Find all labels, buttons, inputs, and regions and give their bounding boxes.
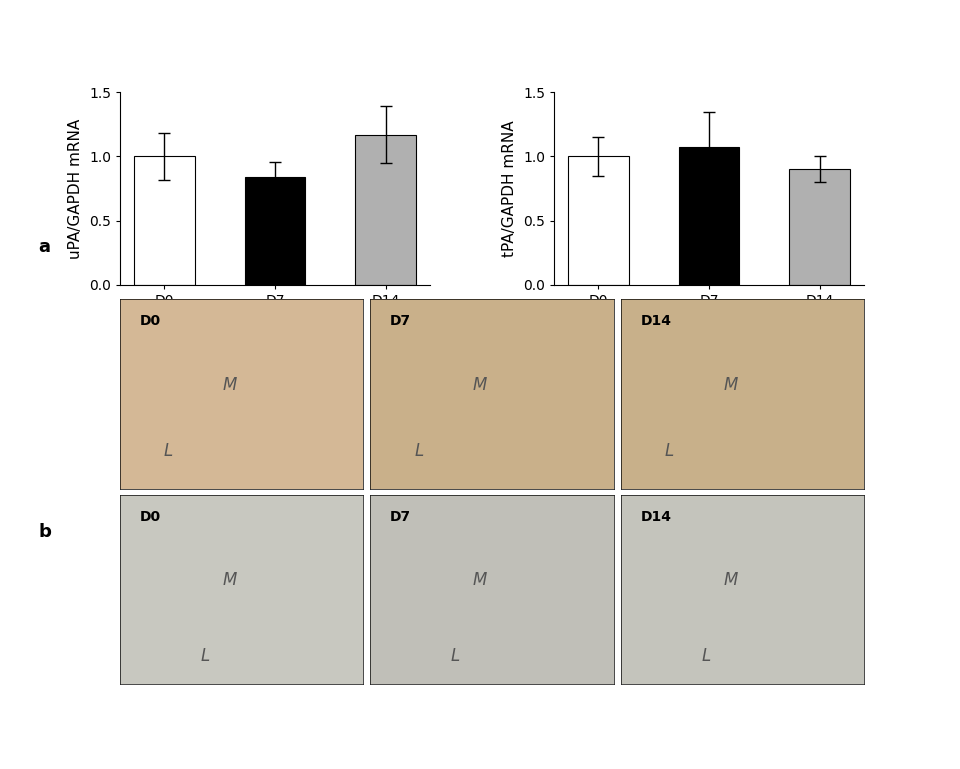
- Text: L: L: [415, 442, 423, 460]
- Text: M: M: [723, 571, 737, 589]
- Text: D0: D0: [139, 315, 160, 328]
- Text: M: M: [472, 571, 487, 589]
- Bar: [355, 135, 416, 285]
- Text: D0: D0: [139, 510, 160, 524]
- Text: M: M: [723, 376, 737, 394]
- Text: D7: D7: [390, 315, 411, 328]
- Bar: [134, 156, 195, 285]
- Bar: [679, 148, 739, 285]
- Text: b: b: [38, 523, 51, 541]
- Y-axis label: tPA/GAPDH mRNA: tPA/GAPDH mRNA: [502, 120, 517, 257]
- Y-axis label: uPA/GAPDH mRNA: uPA/GAPDH mRNA: [68, 118, 84, 258]
- Text: D7: D7: [390, 510, 411, 524]
- Text: L: L: [164, 442, 173, 460]
- Text: M: M: [222, 376, 236, 394]
- Text: L: L: [702, 647, 710, 665]
- Text: L: L: [665, 442, 674, 460]
- Text: D14: D14: [640, 315, 671, 328]
- Text: L: L: [451, 647, 460, 665]
- Text: D14: D14: [640, 510, 671, 524]
- Text: M: M: [472, 376, 487, 394]
- Bar: [245, 177, 305, 285]
- Text: L: L: [201, 647, 209, 665]
- Text: a: a: [38, 238, 50, 256]
- Text: M: M: [222, 571, 236, 589]
- Bar: [789, 169, 850, 285]
- Bar: [568, 156, 629, 285]
